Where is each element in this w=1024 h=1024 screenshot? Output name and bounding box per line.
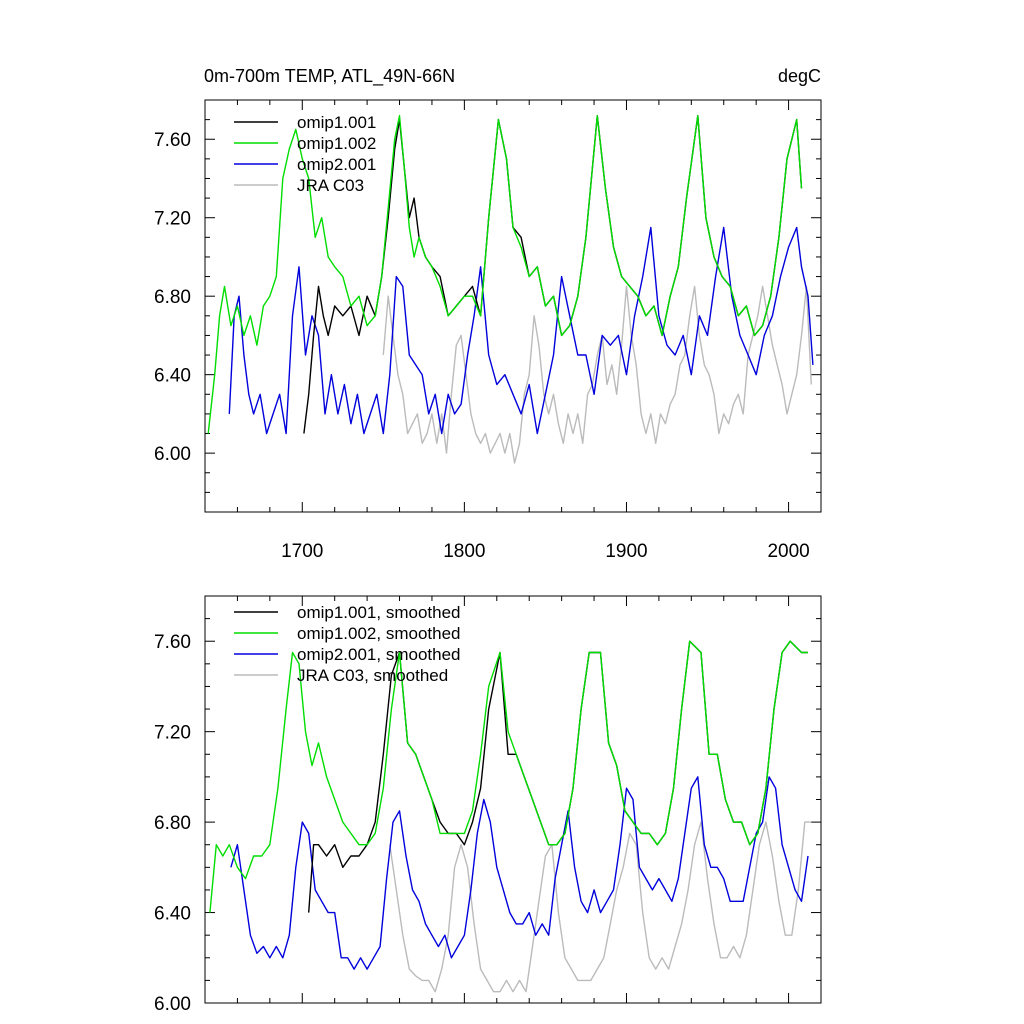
legend-label-omip2-001: omip2.001: [297, 155, 376, 174]
x-tick-label: 1900: [605, 541, 647, 562]
legend-label-omip1-002: omip1.002: [297, 134, 376, 153]
legend-label-jra-c03: JRA C03, smoothed: [297, 666, 448, 685]
series-line-omip2-001: [230, 776, 809, 970]
x-tick-label: 1800: [443, 541, 485, 562]
y-tick-label: 6.00: [154, 444, 191, 465]
y-tick-label: 6.80: [154, 813, 191, 834]
legend-label-omip1-001: omip1.001: [297, 113, 376, 132]
series-line-omip1-002: [207, 114, 803, 434]
chart-title-right: degC: [778, 66, 821, 86]
y-tick-label: 6.40: [154, 904, 191, 925]
y-tick-label: 7.20: [154, 723, 191, 744]
legend-label-omip1-002: omip1.002, smoothed: [297, 624, 461, 643]
legend-label-omip2-001: omip2.001, smoothed: [297, 645, 461, 664]
x-tick-label: 1700: [281, 541, 323, 562]
chart-title-left: 0m-700m TEMP, ATL_49N-66N: [204, 66, 455, 87]
legend-label-jra-c03: JRA C03: [297, 176, 364, 195]
series-line-omip2-001: [228, 226, 814, 435]
y-tick-label: 6.40: [154, 366, 191, 387]
top-panel: 6.00 6.40 6.80 7.20 7.60 1700 1800 1900 2000 omip…: [154, 99, 822, 562]
series-line-omip1-001: [303, 114, 803, 434]
series-line-jra-c03: [389, 821, 812, 993]
series-line-omip1-002: [209, 640, 808, 913]
series-line-jra-c03: [382, 285, 812, 464]
plot-frame: [204, 99, 822, 513]
legend-label-omip1-001: omip1.001, smoothed: [297, 603, 461, 622]
bottom-panel: 6.00 6.40 6.80 7.20 7.60 omip1.001, smoothed o…: [154, 595, 822, 1015]
y-tick-label: 6.80: [154, 287, 191, 308]
x-tick-label: 2000: [767, 541, 809, 562]
y-tick-label: 7.60: [154, 632, 191, 653]
y-tick-label: 6.00: [154, 994, 191, 1015]
y-tick-label: 7.20: [154, 209, 191, 230]
y-tick-label: 7.60: [154, 130, 191, 151]
